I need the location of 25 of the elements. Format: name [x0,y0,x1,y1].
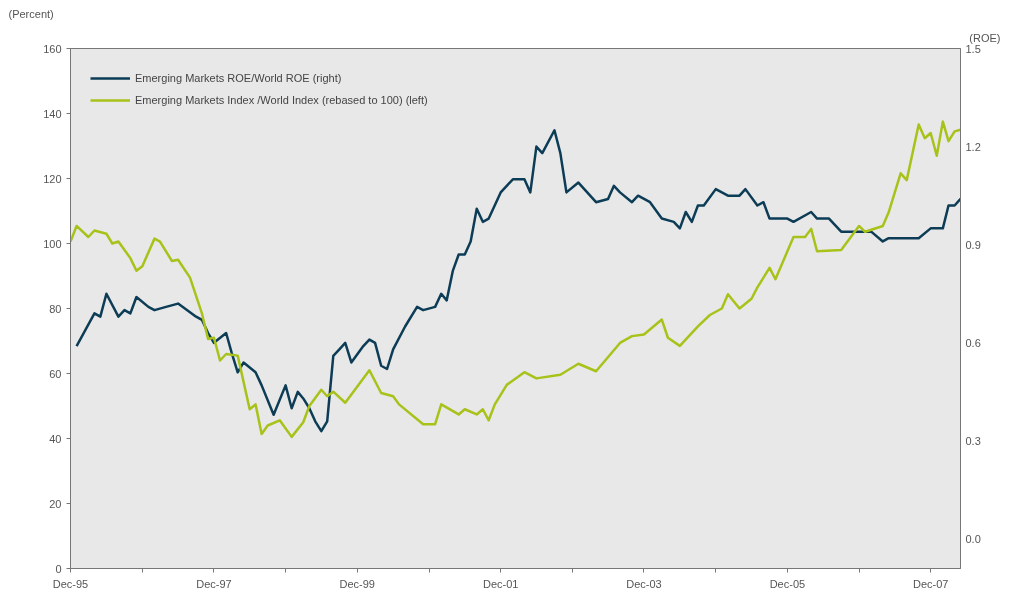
y2-tick-label: 0.9 [965,238,981,251]
y-tick-label: 20 [49,497,62,510]
y-tick-label: 100 [43,237,62,250]
x-tick-label: Dec-95 [52,577,89,590]
y-tick-label: 40 [49,432,62,445]
y2-tick-label: 0.6 [965,336,981,349]
y-tick-label: 80 [49,302,62,315]
legend-label: Emerging Markets Index /World Index (rebased to 100) (left) [135,94,428,106]
x-tick-label: Dec-07 [912,577,949,590]
y2-axis-title: (ROE) [969,31,1001,44]
legend-label: Emerging Markets ROE/World ROE (right) [135,72,342,84]
y2-tick-label: 0.0 [965,533,981,546]
y-tick-label: 0 [55,562,62,575]
y-tick-label: 60 [49,367,62,380]
x-tick-label: Dec-05 [769,577,806,590]
x-tick-label: Dec-03 [626,577,662,590]
y-tick-label: 140 [43,107,62,120]
y2-tick-label: 0.3 [965,434,981,447]
x-tick-label: Dec-01 [482,577,519,590]
y2-tick-label: 1.2 [965,140,981,153]
y-tick-label: 160 [43,42,62,55]
y-axis-title: (Percent) [8,7,54,20]
x-tick-label: Dec-97 [196,577,232,590]
y-tick-label: 120 [43,172,62,185]
x-tick-label: Dec-99 [339,577,375,590]
